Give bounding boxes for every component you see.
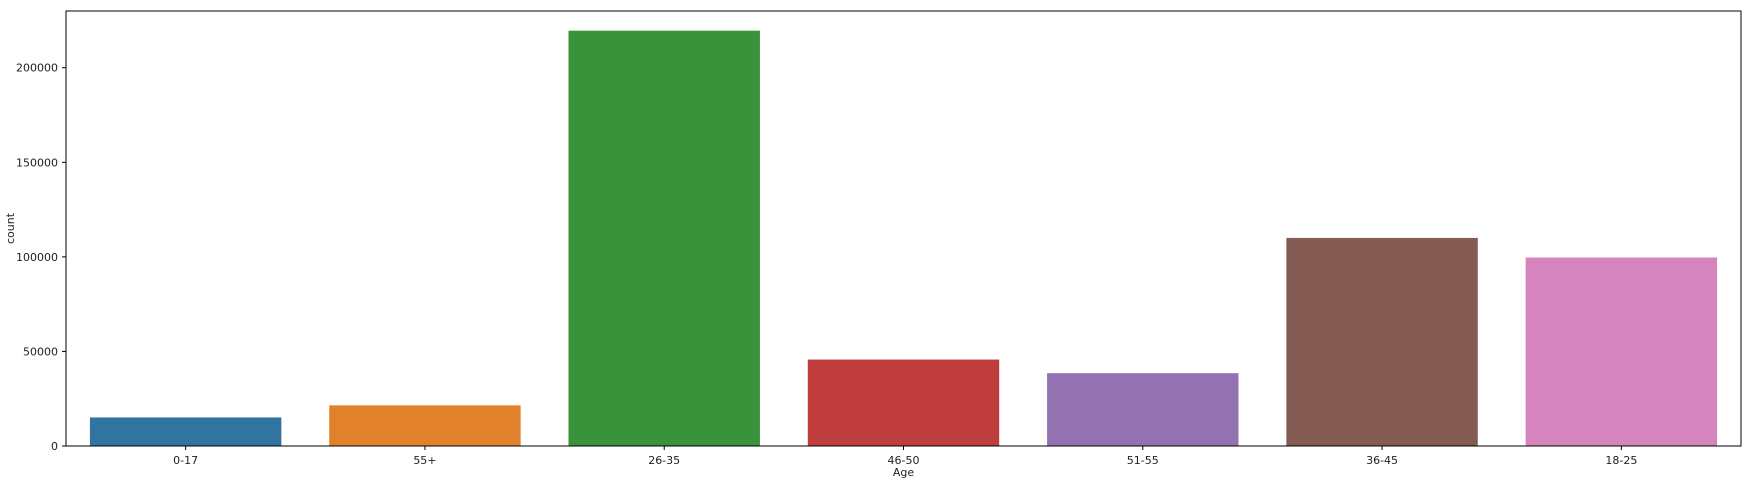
y-axis-label: count <box>4 212 17 244</box>
plot-area: 0 50000 100000 150000 200000 0-17 55+ 26-35 46-… <box>16 10 1742 467</box>
bar-26-35 <box>568 30 760 446</box>
bar-51-55 <box>1047 373 1239 446</box>
y-tick-label: 150000 <box>16 156 58 169</box>
y-tick-label: 50000 <box>23 345 58 358</box>
x-axis-ticks: 0-17 55+ 26-35 46-50 51-55 36-45 18-25 <box>173 446 1637 467</box>
x-tick-label: 36-45 <box>1366 454 1398 467</box>
x-axis-label: Age <box>893 466 915 479</box>
bar-46-50 <box>807 359 1000 446</box>
y-tick-label: 200000 <box>16 62 58 75</box>
x-tick-label: 0-17 <box>173 454 198 467</box>
x-tick-label: 51-55 <box>1127 454 1159 467</box>
x-tick-label: 18-25 <box>1605 454 1637 467</box>
y-axis-ticks: 0 50000 100000 150000 200000 <box>16 62 66 453</box>
bars <box>89 30 1718 446</box>
y-tick-label: 100000 <box>16 251 58 264</box>
plot-frame <box>65 10 1742 447</box>
x-tick-label: 26-35 <box>648 454 680 467</box>
bar-18-25 <box>1525 257 1718 446</box>
x-tick-label: 55+ <box>413 454 436 467</box>
x-tick-label: 46-50 <box>888 454 920 467</box>
bar-55+ <box>329 405 521 446</box>
bar-36-45 <box>1286 237 1478 446</box>
bar-0-17 <box>89 417 282 446</box>
y-tick-label: 0 <box>51 440 58 453</box>
